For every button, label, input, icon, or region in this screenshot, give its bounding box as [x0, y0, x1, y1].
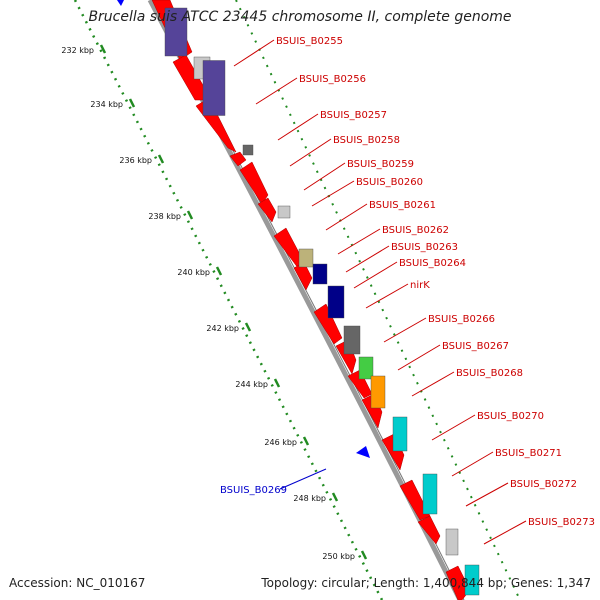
leader-line — [345, 245, 390, 273]
leader-line — [311, 180, 355, 207]
cog-box[interactable] — [464, 564, 480, 596]
tick-mark — [360, 550, 368, 560]
leader-line — [303, 162, 346, 191]
leader-line — [451, 451, 494, 477]
tick-label: 234 kbp — [90, 100, 123, 109]
leader-line — [233, 39, 275, 67]
reverse-gene-arrow[interactable] — [117, 0, 124, 6]
cog-box[interactable] — [242, 144, 254, 156]
gene-label[interactable]: BSUIS_B0267 — [442, 341, 509, 352]
leader-line — [397, 344, 441, 371]
tick-mark — [273, 378, 281, 388]
gene-label[interactable]: BSUIS_B0270 — [477, 411, 544, 422]
tick-mark — [128, 98, 136, 108]
gene-label[interactable]: BSUIS_B0263 — [391, 242, 458, 253]
gene-arrow-b0260[interactable] — [257, 197, 277, 223]
tick-mark — [244, 322, 252, 332]
leader-line — [353, 261, 398, 289]
tick-label: 246 kbp — [264, 438, 297, 447]
tick-mark — [157, 154, 165, 164]
gene-arrow-b0264[interactable] — [313, 303, 343, 345]
tick-mark — [215, 266, 223, 276]
tick-label: 232 kbp — [61, 46, 94, 55]
cog-box[interactable] — [202, 60, 226, 116]
gene-label[interactable]: BSUIS_B0266 — [428, 314, 495, 325]
gene-label[interactable]: BSUIS_B0264 — [399, 258, 466, 269]
gene-label[interactable]: BSUIS_B0268 — [456, 368, 523, 379]
gene-label[interactable]: BSUIS_B0256 — [299, 74, 366, 85]
gene-arrow-b0258[interactable] — [229, 151, 247, 167]
gene-label[interactable]: BSUIS_B0273 — [528, 517, 595, 528]
gene-label[interactable]: BSUIS_B0255 — [276, 36, 343, 47]
leader-line — [337, 228, 381, 255]
leader-line — [411, 371, 455, 397]
cog-box[interactable] — [358, 356, 374, 380]
cog-box[interactable] — [164, 7, 188, 57]
cog-box[interactable] — [298, 248, 314, 268]
gene-label[interactable]: BSUIS_B0261 — [369, 200, 436, 211]
gene-label[interactable]: BSUIS_B0271 — [495, 448, 562, 459]
leader-line — [431, 414, 476, 441]
tick-label: 244 kbp — [235, 380, 268, 389]
gene-label[interactable]: BSUIS_B0259 — [347, 159, 414, 170]
cog-box[interactable] — [422, 473, 438, 515]
leader-line — [325, 203, 368, 231]
tick-mark — [186, 210, 194, 220]
accession-text: Accession: NC_010167 — [9, 576, 146, 590]
tick-mark — [302, 436, 310, 446]
tick-mark — [331, 492, 339, 502]
cog-box[interactable] — [370, 375, 386, 409]
tick-dotted-line — [73, 0, 384, 600]
gene-arrow-b0272[interactable] — [417, 515, 441, 545]
gene-label[interactable]: BSUIS_B0262 — [382, 225, 449, 236]
gene-arrow-b0259[interactable] — [239, 161, 269, 205]
leader-line — [277, 113, 319, 141]
cog-box[interactable] — [445, 528, 459, 556]
leader-line — [255, 77, 298, 105]
leader-line — [383, 317, 427, 343]
leader-line — [465, 482, 509, 507]
tick-label: 238 kbp — [148, 212, 181, 221]
tick-label: 236 kbp — [119, 156, 152, 165]
leader-line — [289, 138, 332, 167]
leader-line — [483, 520, 527, 545]
cog-box[interactable] — [343, 325, 361, 355]
tick-label: 242 kbp — [206, 324, 239, 333]
gene-label[interactable]: BSUIS_B0260 — [356, 177, 423, 188]
genome-title: Brucella suis ATCC 23445 chromosome II, … — [88, 9, 512, 25]
cog-box[interactable] — [312, 263, 328, 285]
cog-box[interactable] — [327, 285, 345, 319]
tick-mark — [99, 44, 107, 54]
tick-label: 240 kbp — [177, 268, 210, 277]
gene-label[interactable]: nirK — [410, 280, 430, 291]
gene-label[interactable]: BSUIS_B0257 — [320, 110, 387, 121]
tick-label: 250 kbp — [322, 552, 355, 561]
leader-line — [365, 283, 409, 309]
leader-line — [279, 468, 327, 490]
topology-text: Topology: circular; Length: 1,400,844 bp… — [261, 576, 591, 590]
gene-label[interactable]: BSUIS_B0272 — [510, 479, 577, 490]
gene-arrow-b0270[interactable] — [381, 433, 405, 471]
cog-box[interactable] — [277, 205, 291, 219]
gene-label[interactable]: BSUIS_B0258 — [333, 135, 400, 146]
gene-label[interactable]: BSUIS_B0269 — [220, 485, 287, 496]
tick-label: 248 kbp — [293, 494, 326, 503]
cog-box[interactable] — [392, 416, 408, 452]
reverse-gene-arrow-b0269[interactable] — [356, 446, 370, 458]
